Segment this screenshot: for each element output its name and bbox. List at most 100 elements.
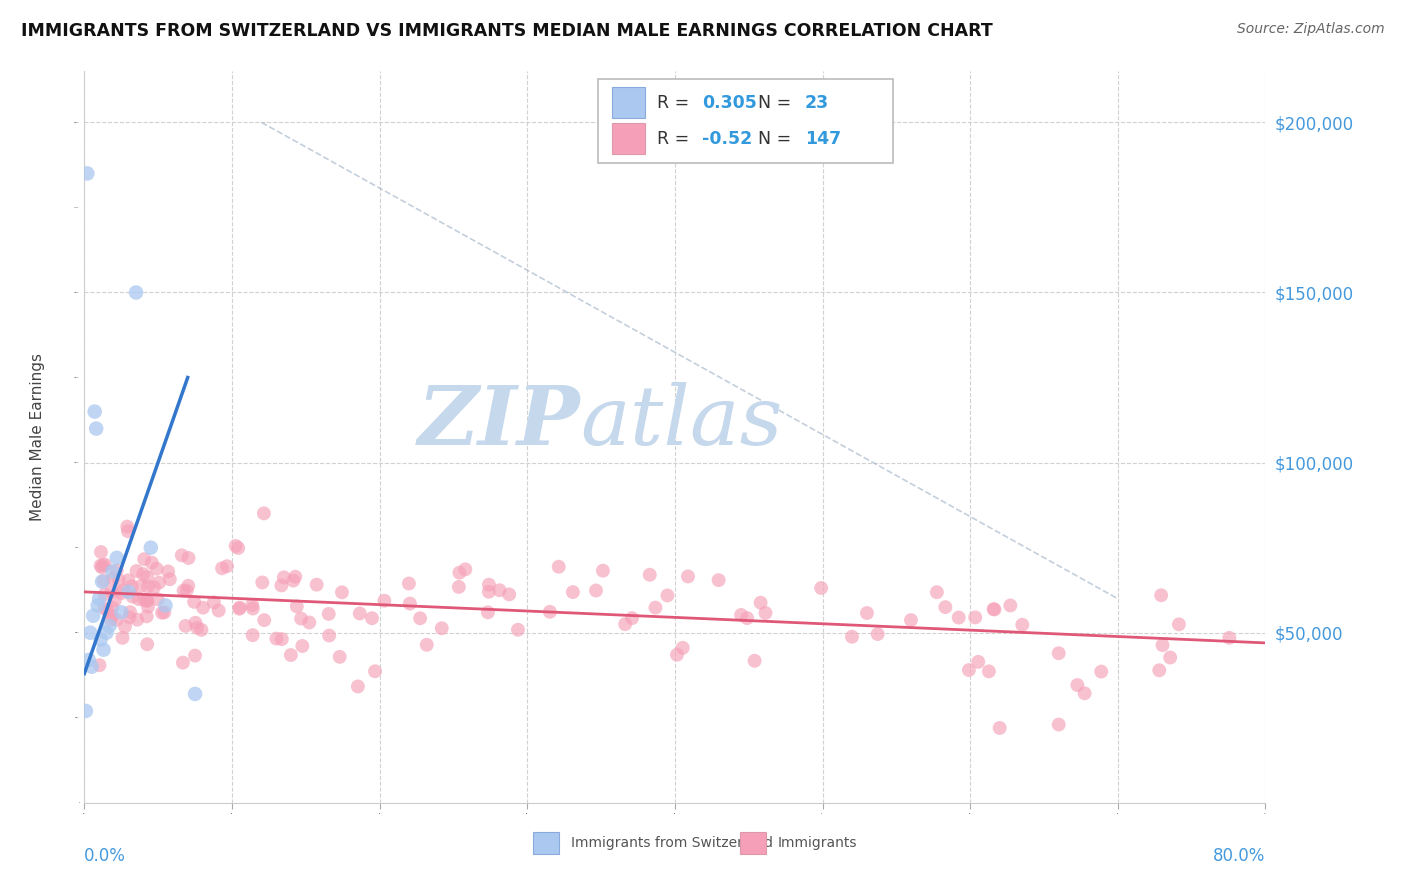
- Point: [141, 556, 163, 570]
- Text: 23: 23: [804, 94, 830, 112]
- Point: [934, 600, 956, 615]
- Text: ZIP: ZIP: [418, 383, 581, 462]
- Text: R =: R =: [657, 129, 695, 148]
- Point: [672, 640, 695, 655]
- Point: [90, 545, 112, 559]
- Text: atlas: atlas: [581, 383, 783, 462]
- Point: [291, 639, 314, 653]
- Point: [101, 572, 124, 586]
- Point: [1000, 599, 1022, 613]
- Point: [94, 558, 117, 572]
- Point: [91, 574, 114, 589]
- Point: [644, 600, 666, 615]
- Point: [83, 404, 105, 418]
- Point: [730, 607, 752, 622]
- Point: [96, 625, 118, 640]
- Point: [1073, 686, 1095, 700]
- Point: [75, 704, 97, 718]
- FancyBboxPatch shape: [533, 832, 560, 854]
- Point: [585, 583, 607, 598]
- Point: [176, 583, 198, 598]
- Text: 0.305: 0.305: [702, 94, 756, 112]
- Point: [170, 549, 193, 563]
- Point: [290, 612, 312, 626]
- Point: [1011, 617, 1033, 632]
- Point: [148, 575, 170, 590]
- Point: [614, 617, 637, 632]
- Point: [925, 585, 948, 599]
- Point: [90, 632, 112, 647]
- Point: [117, 573, 139, 587]
- Point: [132, 567, 155, 582]
- Point: [76, 166, 98, 180]
- Point: [983, 602, 1005, 616]
- Point: [506, 623, 529, 637]
- Point: [305, 577, 328, 591]
- Point: [592, 564, 614, 578]
- Point: [364, 665, 387, 679]
- Point: [118, 585, 141, 599]
- Point: [111, 631, 134, 645]
- Point: [184, 615, 207, 630]
- Point: [318, 629, 340, 643]
- Point: [128, 592, 150, 607]
- Point: [1152, 638, 1174, 652]
- Point: [86, 599, 108, 613]
- Point: [749, 596, 772, 610]
- Point: [273, 570, 295, 584]
- Point: [93, 574, 115, 588]
- Point: [1149, 663, 1171, 677]
- Point: [488, 583, 510, 598]
- Text: Immigrants: Immigrants: [778, 836, 858, 850]
- Point: [965, 610, 987, 624]
- Point: [208, 603, 231, 617]
- Text: Median Male Earnings: Median Male Earnings: [30, 353, 45, 521]
- Point: [91, 558, 114, 573]
- Point: [110, 586, 132, 600]
- Point: [1066, 678, 1088, 692]
- Point: [120, 605, 142, 619]
- Point: [478, 577, 501, 591]
- Point: [347, 680, 370, 694]
- Point: [957, 663, 980, 677]
- Point: [105, 550, 128, 565]
- Point: [87, 591, 111, 606]
- Point: [90, 558, 112, 573]
- Point: [283, 574, 305, 588]
- Point: [183, 595, 205, 609]
- FancyBboxPatch shape: [740, 832, 766, 854]
- Point: [98, 619, 121, 633]
- Point: [266, 632, 288, 646]
- Point: [270, 632, 292, 646]
- Point: [477, 605, 499, 619]
- Point: [665, 648, 688, 662]
- Point: [270, 578, 292, 592]
- Point: [215, 559, 238, 574]
- Point: [173, 583, 195, 598]
- Point: [135, 609, 157, 624]
- FancyBboxPatch shape: [598, 78, 893, 163]
- Point: [657, 589, 679, 603]
- Point: [97, 604, 120, 618]
- Text: R =: R =: [657, 94, 695, 112]
- Point: [398, 576, 420, 591]
- Point: [184, 687, 207, 701]
- Point: [856, 606, 879, 620]
- Point: [449, 566, 471, 580]
- FancyBboxPatch shape: [612, 123, 645, 154]
- Point: [101, 600, 124, 615]
- Point: [225, 539, 247, 553]
- Point: [409, 611, 432, 625]
- Point: [143, 580, 166, 594]
- Point: [112, 583, 135, 598]
- Point: [1159, 650, 1181, 665]
- Point: [174, 619, 197, 633]
- Point: [1167, 617, 1189, 632]
- Point: [139, 541, 162, 555]
- Point: [547, 559, 569, 574]
- Point: [318, 607, 340, 621]
- Point: [155, 599, 177, 613]
- Point: [226, 541, 249, 555]
- Point: [810, 581, 832, 595]
- Point: [145, 562, 167, 576]
